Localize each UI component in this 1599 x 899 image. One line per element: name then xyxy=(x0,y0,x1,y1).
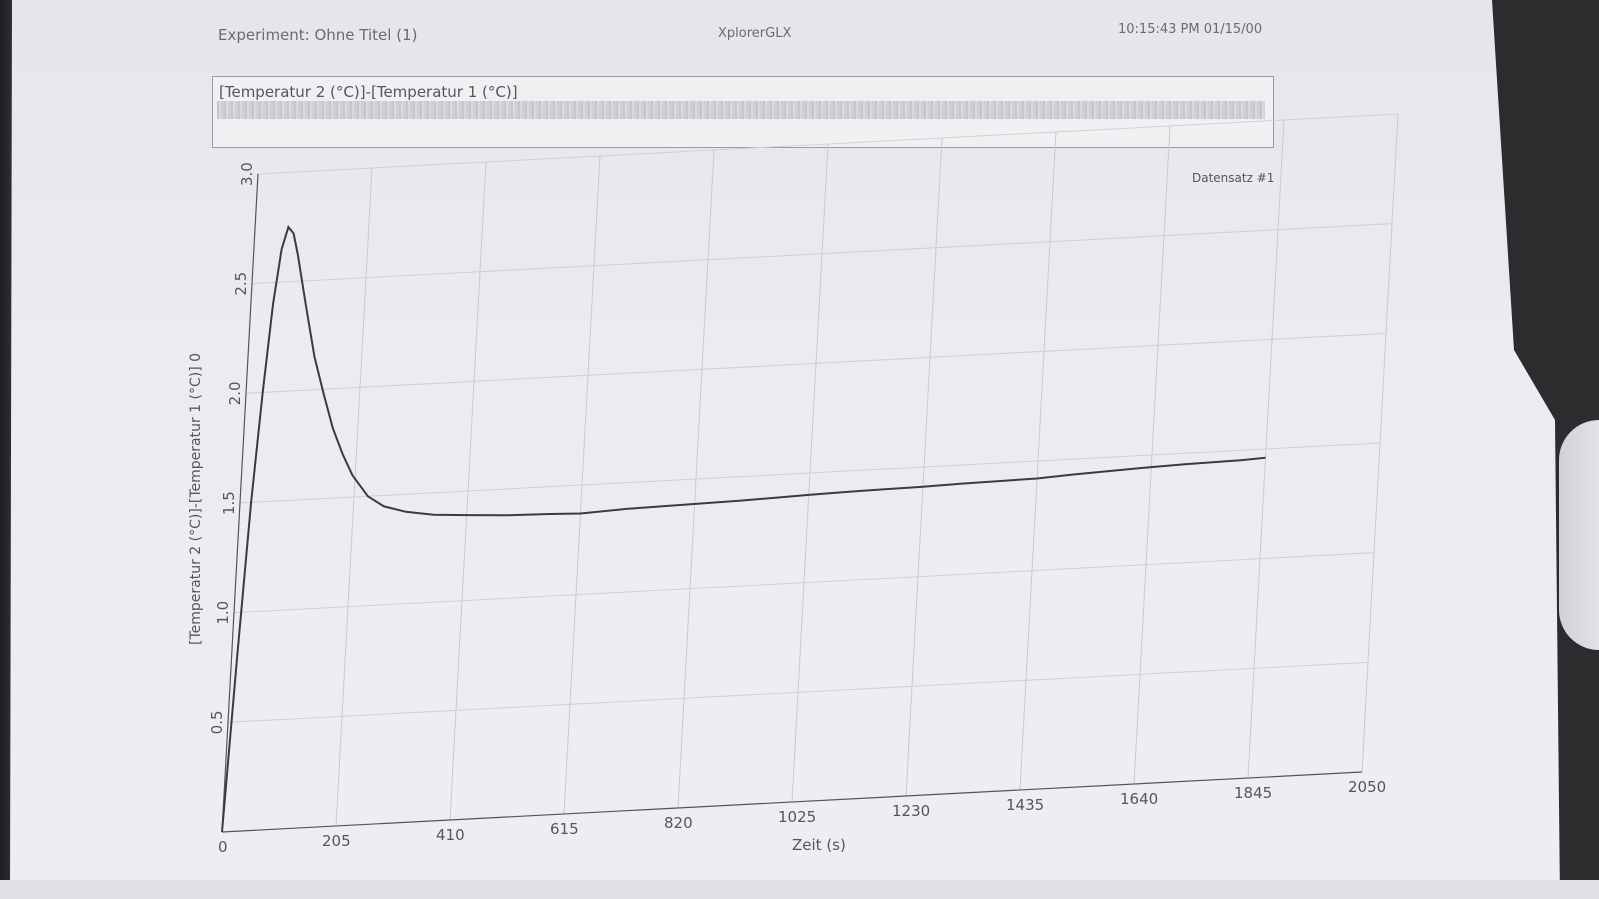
x-tick-label: 2050 xyxy=(1348,778,1386,796)
app-name: XplorerGLX xyxy=(718,26,792,41)
y-gridline xyxy=(227,661,1369,723)
legend-label: Datensatz #1 xyxy=(1192,171,1274,185)
x-tick-label: 1640 xyxy=(1120,790,1158,808)
x-tick-label: 1230 xyxy=(892,802,930,820)
timestamp: 10:15:43 PM 01/15/00 xyxy=(1118,22,1263,37)
x-tick-label: 1435 xyxy=(1006,796,1044,814)
y-tick-label: 2.5 xyxy=(232,272,250,296)
y-axis-line xyxy=(221,173,259,833)
x-tick-labels: 0 205 410 615 820 1025 1230 1435 1640 1845 2050 xyxy=(218,778,1386,856)
paper-bottom-edge xyxy=(0,880,1599,899)
experiment-title: Experiment: Ohne Titel (1) xyxy=(218,26,418,44)
y-tick-labels: 0.5 1.0 1.5 2.0 2.5 3.0 xyxy=(208,162,256,734)
expression-bar xyxy=(217,101,1265,119)
x-tick-label: 615 xyxy=(550,820,579,838)
device-edge xyxy=(1559,420,1599,650)
x-tick-label: 1025 xyxy=(778,808,816,826)
expression-label: [Temperatur 2 (°C)]-[Temperatur 1 (°C)] xyxy=(219,83,518,101)
y-gridline xyxy=(251,223,1393,285)
x-tick-label: 410 xyxy=(436,826,465,844)
x-tick-label: 0 xyxy=(218,838,228,856)
y-tick-label: 1.0 xyxy=(214,601,232,625)
chart-grid xyxy=(227,113,1399,827)
x-tick-label: 1845 xyxy=(1234,784,1272,802)
y-gridline xyxy=(233,552,1375,614)
expression-box: [Temperatur 2 (°C)]-[Temperatur 1 (°C)] xyxy=(212,76,1274,148)
x-axis-line xyxy=(221,771,1363,833)
y-tick-label: 2.0 xyxy=(226,381,244,405)
x-tick-label: 205 xyxy=(322,832,351,850)
y-tick-label: 1.5 xyxy=(220,491,238,515)
y-tick-label: 3.0 xyxy=(238,162,256,186)
y-tick-label: 0.5 xyxy=(208,710,226,734)
y-gridline xyxy=(245,332,1387,394)
y-gridline xyxy=(257,113,1399,175)
y-axis-title: [Temperatur 2 (°C)]-[Temperatur 1 (°C)] … xyxy=(188,353,204,645)
x-tick-label: 820 xyxy=(664,814,693,832)
x-axis-title: Zeit (s) xyxy=(792,836,846,854)
y-gridline xyxy=(239,442,1381,504)
series-line xyxy=(221,225,1266,833)
